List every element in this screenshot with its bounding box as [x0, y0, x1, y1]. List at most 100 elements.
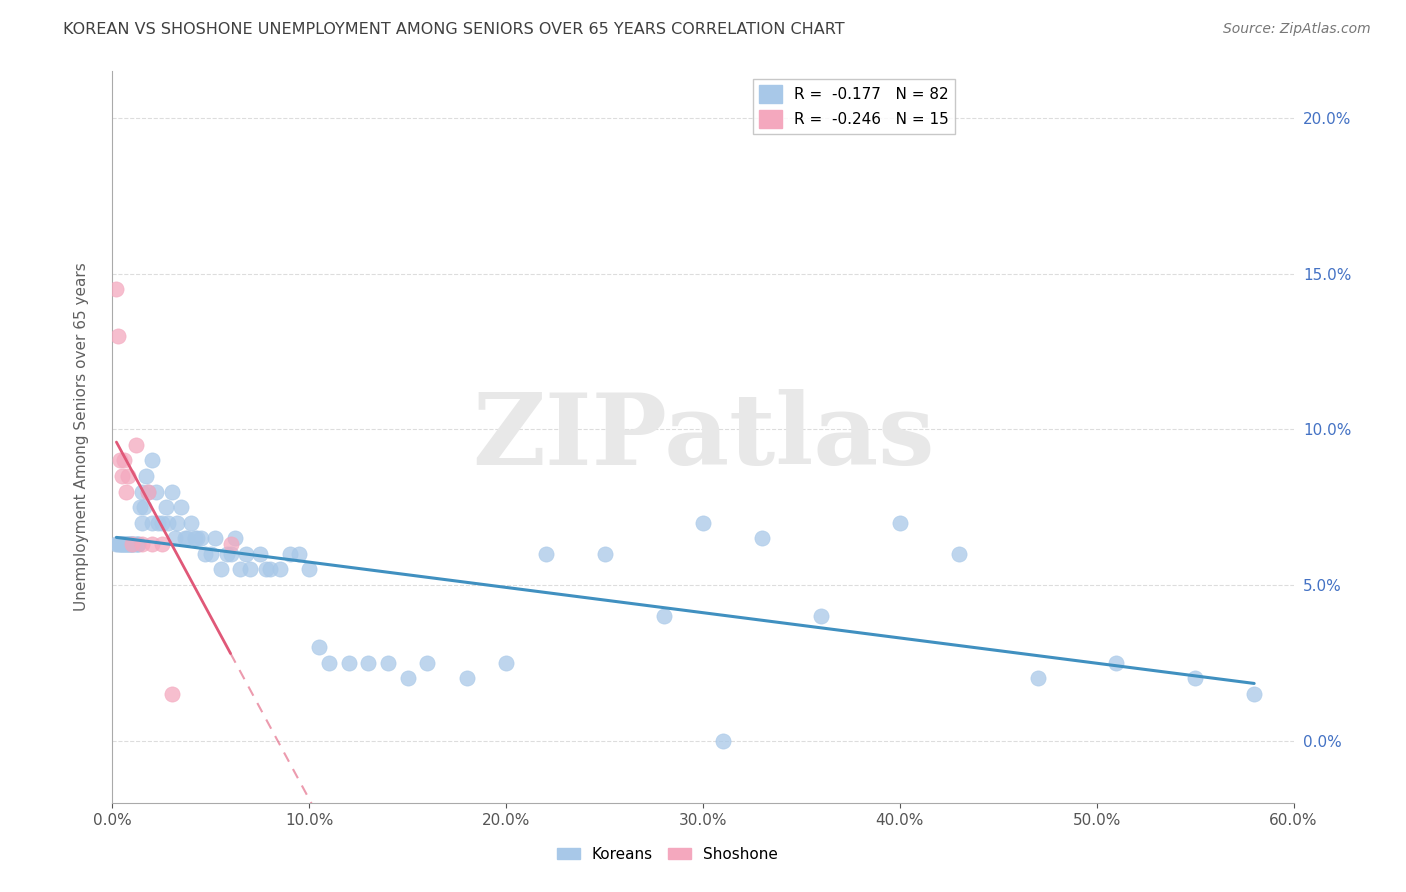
Point	[112, 537, 135, 551]
Point	[593, 547, 616, 561]
Point	[117, 469, 139, 483]
Point	[120, 537, 142, 551]
Point	[111, 537, 134, 551]
Point	[396, 671, 419, 685]
Point	[112, 453, 135, 467]
Point	[125, 438, 148, 452]
Point	[219, 547, 242, 561]
Point	[1243, 687, 1265, 701]
Point	[150, 537, 173, 551]
Point	[176, 531, 198, 545]
Point	[224, 531, 246, 545]
Point	[184, 531, 207, 545]
Point	[129, 500, 152, 515]
Point	[165, 531, 187, 545]
Point	[810, 609, 832, 624]
Point	[110, 537, 132, 551]
Point	[115, 537, 138, 551]
Point	[136, 484, 159, 499]
Point	[120, 537, 142, 551]
Point	[337, 656, 360, 670]
Text: Source: ZipAtlas.com: Source: ZipAtlas.com	[1223, 22, 1371, 37]
Point	[131, 484, 153, 499]
Point	[121, 537, 143, 551]
Point	[170, 500, 193, 515]
Text: ZIPatlas: ZIPatlas	[472, 389, 934, 485]
Point	[318, 656, 340, 670]
Point	[534, 547, 557, 561]
Point	[160, 687, 183, 701]
Point	[135, 469, 157, 483]
Point	[456, 671, 478, 685]
Point	[416, 656, 439, 670]
Point	[269, 562, 291, 576]
Point	[288, 547, 311, 561]
Point	[174, 531, 197, 545]
Point	[155, 500, 177, 515]
Point	[115, 484, 138, 499]
Point	[117, 537, 139, 551]
Point	[112, 537, 135, 551]
Point	[146, 516, 169, 530]
Point	[495, 656, 517, 670]
Point	[121, 537, 143, 551]
Point	[711, 733, 734, 747]
Point	[111, 537, 134, 551]
Text: KOREAN VS SHOSHONE UNEMPLOYMENT AMONG SENIORS OVER 65 YEARS CORRELATION CHART: KOREAN VS SHOSHONE UNEMPLOYMENT AMONG SE…	[63, 22, 845, 37]
Point	[190, 531, 212, 545]
Point	[692, 516, 714, 530]
Point	[105, 282, 128, 296]
Point	[1184, 671, 1206, 685]
Point	[751, 531, 773, 545]
Point	[127, 537, 149, 551]
Point	[254, 562, 277, 576]
Point	[132, 500, 155, 515]
Point	[219, 537, 242, 551]
Point	[145, 484, 167, 499]
Point	[278, 547, 301, 561]
Legend: Koreans, Shoshone: Koreans, Shoshone	[551, 841, 785, 868]
Point	[377, 656, 399, 670]
Point	[186, 531, 208, 545]
Y-axis label: Unemployment Among Seniors over 65 years: Unemployment Among Seniors over 65 years	[75, 263, 89, 611]
Point	[889, 516, 911, 530]
Point	[239, 562, 262, 576]
Point	[107, 537, 129, 551]
Point	[209, 562, 232, 576]
Point	[948, 547, 970, 561]
Point	[121, 537, 143, 551]
Point	[110, 453, 132, 467]
Point	[105, 537, 128, 551]
Point	[215, 547, 238, 561]
Point	[156, 516, 179, 530]
Point	[125, 537, 148, 551]
Point	[136, 484, 159, 499]
Point	[1105, 656, 1128, 670]
Point	[127, 537, 149, 551]
Point	[110, 537, 132, 551]
Point	[115, 537, 138, 551]
Point	[298, 562, 321, 576]
Point	[308, 640, 330, 655]
Point	[141, 537, 163, 551]
Point	[107, 329, 129, 343]
Point	[150, 516, 173, 530]
Point	[131, 516, 153, 530]
Point	[235, 547, 257, 561]
Point	[1026, 671, 1049, 685]
Point	[160, 484, 183, 499]
Point	[194, 547, 217, 561]
Point	[357, 656, 380, 670]
Point	[652, 609, 675, 624]
Point	[204, 531, 226, 545]
Point	[229, 562, 252, 576]
Point	[166, 516, 188, 530]
Point	[111, 469, 134, 483]
Point	[180, 516, 202, 530]
Point	[141, 453, 163, 467]
Point	[249, 547, 271, 561]
Point	[117, 537, 139, 551]
Point	[122, 537, 145, 551]
Point	[131, 537, 153, 551]
Point	[259, 562, 281, 576]
